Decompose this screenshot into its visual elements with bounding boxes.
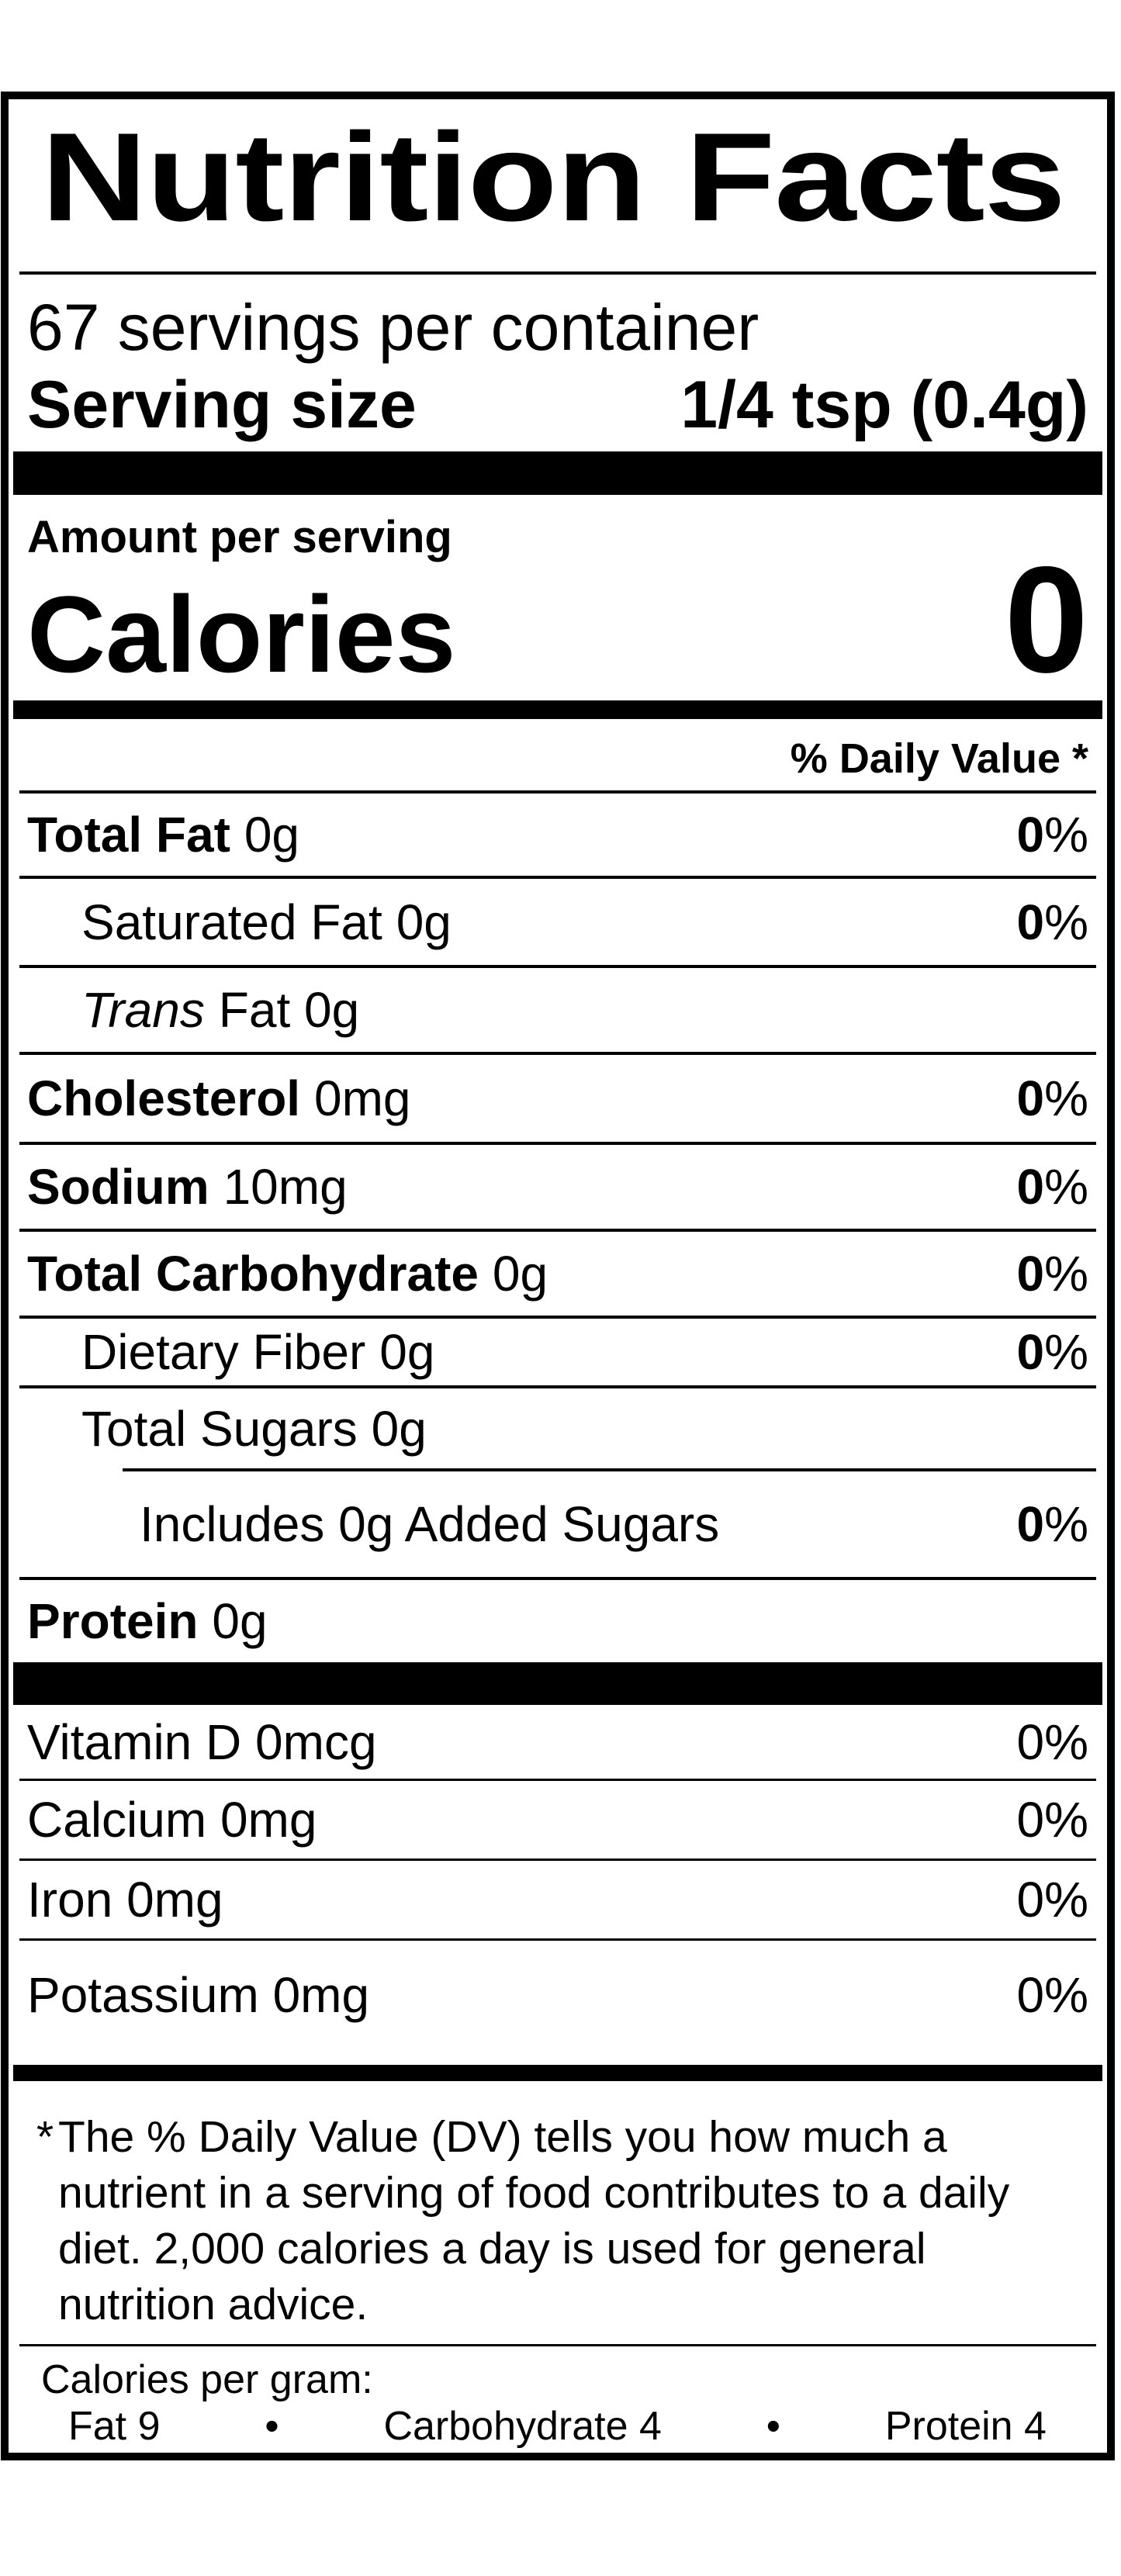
vitamin-name: Iron 0mg [27,1872,223,1928]
vitamin-dv: 0% [1016,1792,1089,1848]
nutrient-dv: 0% [1016,1159,1089,1215]
nutrient-row-cholesterol: Cholesterol 0mg 0% [19,1055,1096,1145]
nutrient-name: Total Fat 0g [27,807,299,863]
nutrient-name: Saturated Fat 0g [81,894,452,950]
calories-row: Calories 0 [19,535,1096,704]
nutrient-name: Includes 0g Added Sugars [140,1496,720,1552]
cpg-carbohydrate: Carbohydrate 4 [383,2404,662,2449]
nutrient-name: Trans Fat 0g [81,982,360,1038]
vitamin-name: Vitamin D 0mcg [27,1713,377,1770]
separator-bar-medium-bottom [13,2065,1102,2081]
calories-label: Calories [27,573,456,695]
vitamin-row-potassium: Potassium 0mg 0% [19,1941,1096,2049]
nutrient-dv: 0% [1016,1070,1089,1126]
calories-per-gram-row: Fat 9 • Carbohydrate 4 • Protein 4 [19,2405,1096,2447]
nutrient-row-dietary-fiber: Dietary Fiber 0g 0% [19,1319,1096,1388]
bullet-icon: • [265,2404,279,2449]
vitamin-name: Calcium 0mg [27,1792,317,1848]
nutrient-name: Cholesterol 0mg [27,1070,411,1126]
footer-rule [19,2344,1096,2346]
nutrition-facts-label: Nutrition Facts 67 servings per containe… [1,92,1115,2460]
amount-per-serving: Amount per serving [27,512,452,562]
servings-per-container: 67 servings per container [27,291,759,364]
nutrient-row-total-carbohydrate: Total Carbohydrate 0g 0% [19,1232,1096,1319]
separator-bar-thick-top [13,451,1102,495]
nutrient-name: Total Carbohydrate 0g [27,1246,548,1302]
separator-bar-medium [13,700,1102,719]
daily-value-header: % Daily Value * [19,719,1096,794]
calories-per-gram-heading: Calories per gram: [41,2357,373,2402]
nutrient-name: Sodium 10mg [27,1159,348,1215]
label-title: Nutrition Facts [41,107,1066,247]
nutrient-row-protein: Protein 0g [19,1580,1096,1662]
calories-value: 0 [1004,535,1088,704]
serving-size-row: Serving size 1/4 tsp (0.4g) [19,360,1096,451]
nutrient-row-total-fat: Total Fat 0g 0% [19,794,1096,879]
nutrient-row-saturated-fat: Saturated Fat 0g 0% [19,879,1096,968]
nutrient-dv: 0% [1016,1496,1089,1552]
nutrient-name: Total Sugars 0g [81,1400,427,1457]
vitamin-name: Potassium 0mg [27,1967,370,2023]
vitamin-row-iron: Iron 0mg 0% [19,1861,1096,1941]
footnote-text: The % Daily Value (DV) tells you how muc… [58,2112,1010,2329]
vitamin-row-vitamin-d: Vitamin D 0mcg 0% [19,1705,1096,1781]
cpg-fat: Fat 9 [68,2404,161,2449]
footnote-asterisk: * [36,2112,54,2162]
vitamin-row-calcium: Calcium 0mg 0% [19,1781,1096,1861]
daily-value-footnote: * The % Daily Value (DV) tells you how m… [19,2081,1096,2332]
nutrient-row-sodium: Sodium 10mg 0% [19,1145,1096,1232]
vitamin-dv: 0% [1016,1967,1089,2023]
nutrient-dv: 0% [1016,1246,1089,1302]
title-block: Nutrition Facts [19,99,1096,275]
nutrient-dv: 0% [1016,894,1089,950]
vitamin-dv: 0% [1016,1872,1089,1928]
bullet-icon: • [766,2404,780,2449]
nutrient-row-added-sugars: Includes 0g Added Sugars 0% [19,1468,1096,1580]
nutrient-dv: 0% [1016,1324,1089,1380]
serving-size-label: Serving size [27,368,417,442]
separator-bar-thick-middle [13,1662,1102,1705]
nutrient-row-total-sugars: Total Sugars 0g [19,1388,1096,1468]
serving-size-value: 1/4 tsp (0.4g) [680,368,1088,442]
vitamin-dv: 0% [1016,1713,1089,1770]
nutrient-name: Dietary Fiber 0g [81,1324,435,1380]
nutrient-row-trans-fat: Trans Fat 0g [19,968,1096,1055]
nutrient-dv: 0% [1016,807,1089,863]
cpg-protein: Protein 4 [884,2404,1047,2449]
nutrient-name: Protein 0g [27,1593,268,1649]
